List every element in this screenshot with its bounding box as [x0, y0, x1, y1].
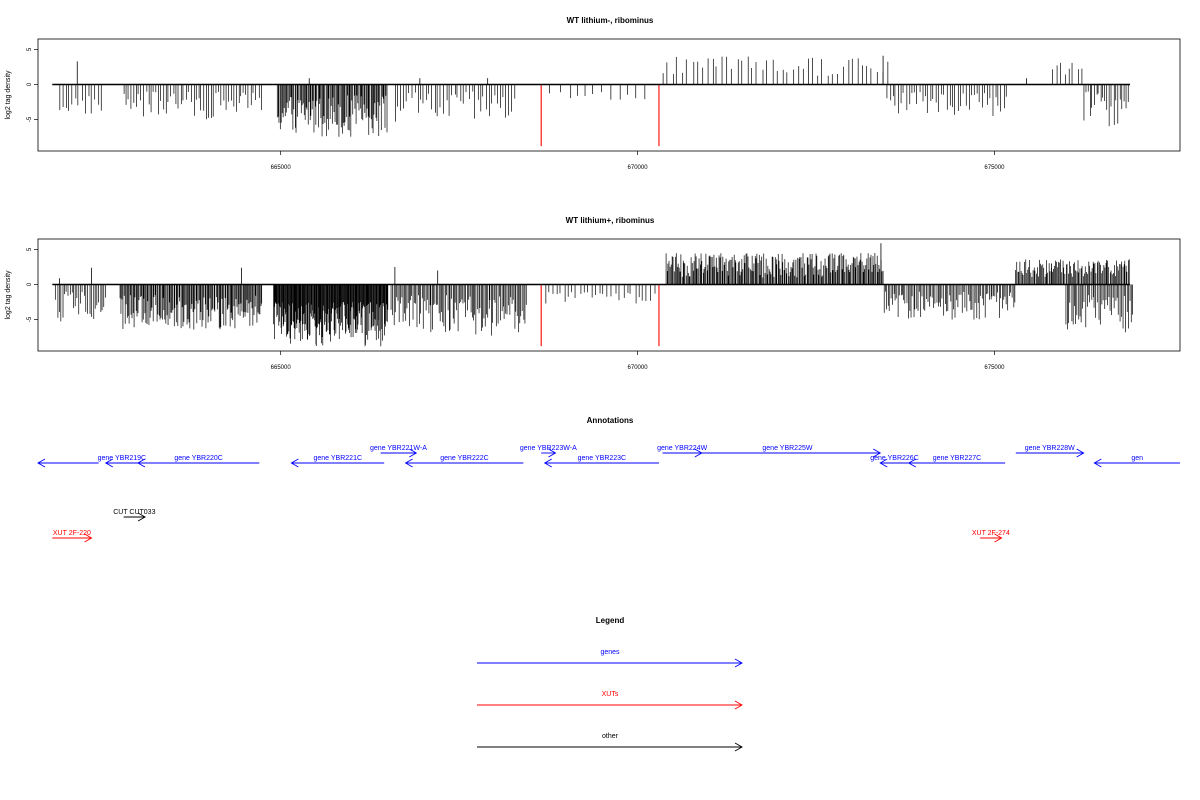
legend-label: genes: [600, 649, 620, 656]
feature-arrow: [137, 458, 260, 468]
panel-title: WT lithium+, ribominus: [566, 216, 655, 225]
axes: -5 0 5 665000 670000 675000: [27, 47, 1005, 171]
feature-arrow: [543, 458, 659, 468]
feature-label: gene YBR228W: [1025, 445, 1075, 452]
feature-label: gene YBR225W: [762, 445, 812, 452]
feature-label: gene YBR220C: [174, 455, 223, 462]
feature-label: CUT CUT033: [113, 509, 155, 516]
x-tick-label: 670000: [628, 365, 649, 371]
annotations-panel: Annotations gene YBR219C gene YBR220C gene…: [37, 416, 1180, 543]
feature-arrow: [541, 448, 557, 458]
track-panel-lithium-minus: WT lithium-, ribominus log2 tag density …: [5, 16, 1181, 171]
y-tick-label: -5: [27, 316, 33, 322]
feature-label: gene YBR219C: [98, 455, 147, 462]
axes: -5 0 5 665000 670000 675000: [27, 247, 1005, 371]
feature-arrow: [404, 458, 524, 468]
legend-arrow: [477, 742, 743, 752]
feature-arrow: [907, 458, 1006, 468]
legend-arrow: [477, 700, 743, 710]
feature-arrow: [694, 448, 882, 458]
feature-label: XUT 2F-220: [53, 530, 91, 537]
feature-label: gene YBR223C: [578, 455, 627, 462]
panel-title: WT lithium-, ribominus: [567, 16, 654, 25]
y-axis-label: log2 tag density: [5, 270, 12, 320]
data-marks: [52, 243, 1133, 347]
annotations-title: Annotations: [587, 416, 634, 425]
y-tick-label: 0: [27, 82, 33, 86]
feature-label: gene YBR221C: [314, 455, 363, 462]
feature-arrow: [52, 533, 93, 543]
feature-arrow: [879, 458, 909, 468]
y-tick-label: 0: [27, 282, 33, 286]
feature-label: gen: [1131, 455, 1143, 462]
feature-label: gene YBR224W: [657, 445, 707, 452]
data-marks: [52, 55, 1131, 147]
feature-label: gene YBR226C: [870, 455, 919, 462]
legend-arrow: [477, 658, 743, 668]
feature-label: gene YBR221W-A: [370, 445, 427, 452]
y-tick-label: 5: [27, 47, 33, 51]
feature-arrow: [980, 533, 1003, 543]
y-tick-label: -5: [27, 116, 33, 122]
annotation-features: gene YBR219C gene YBR220C gene YBR221C gene…: [37, 445, 1180, 543]
feature-label: XUT 2F-274: [972, 530, 1010, 537]
feature-arrow: [380, 448, 418, 458]
y-axis-label: log2 tag density: [5, 70, 12, 120]
x-tick-label: 665000: [271, 365, 292, 371]
legend-label: other: [602, 733, 619, 740]
legend-title: Legend: [596, 616, 625, 625]
legend-panel: Legend genes XUTs other: [477, 616, 743, 752]
plot-frame: [37, 238, 1181, 352]
legend-label: XUTs: [602, 691, 619, 698]
y-tick-label: 5: [27, 247, 33, 251]
x-tick-label: 675000: [984, 365, 1005, 371]
feature-label: gene YBR227C: [933, 455, 982, 462]
feature-arrow: [37, 458, 99, 468]
feature-arrow: [1015, 448, 1085, 458]
legend-items: genes XUTs other: [477, 649, 743, 752]
feature-arrow: [123, 512, 146, 522]
x-tick-label: 670000: [628, 165, 649, 171]
feature-label: gene YBR222C: [440, 455, 489, 462]
track-panel-lithium-plus: WT lithium+, ribominus log2 tag density …: [5, 216, 1181, 371]
x-tick-label: 665000: [271, 165, 292, 171]
feature-arrow: [104, 458, 138, 468]
feature-label: gene YBR223W-A: [520, 445, 577, 452]
feature-arrow: [1093, 458, 1180, 468]
x-tick-label: 675000: [984, 165, 1005, 171]
plot-frame: [37, 38, 1181, 152]
feature-arrow: [290, 458, 385, 468]
